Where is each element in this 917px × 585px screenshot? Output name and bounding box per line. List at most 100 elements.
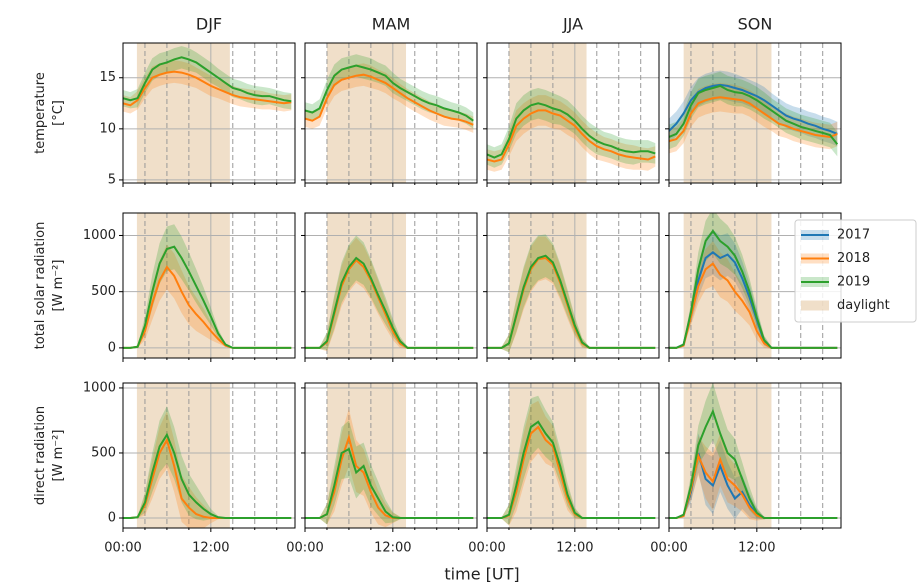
series-line	[669, 229, 838, 349]
daylight-band	[136, 43, 230, 183]
x-tick-label: 12:00	[374, 541, 411, 556]
panel: 0 500 1000	[83, 212, 296, 362]
y-tick-label: 500	[91, 445, 116, 460]
uncertainty-band	[305, 408, 474, 528]
series-line	[123, 245, 292, 349]
y-axis-label: temperature [°C]	[33, 72, 66, 154]
y-axis-label: total solar radiation [W m⁻²]	[33, 222, 66, 350]
panel-frame	[304, 42, 478, 184]
series-line	[123, 56, 292, 103]
panel-frame	[668, 42, 842, 184]
legend-label: 2017	[837, 228, 870, 243]
x-axis-label: time [UT]	[444, 565, 519, 584]
panel-frame	[486, 382, 660, 529]
series-line	[305, 73, 474, 126]
series-line	[305, 447, 474, 519]
uncertainty-band	[305, 420, 474, 525]
panel	[483, 42, 660, 187]
panel: 5 10 15	[99, 42, 296, 187]
legend-label: 2019	[837, 275, 870, 290]
y-axis-label-line: total solar radiation	[33, 222, 48, 350]
panel-frame	[122, 212, 296, 359]
x-tick-label: 12:00	[738, 541, 775, 556]
panel-frame	[668, 382, 842, 529]
uncertainty-band	[669, 71, 838, 157]
panel-frame	[122, 382, 296, 529]
series-line	[487, 420, 656, 519]
uncertainty-band	[669, 433, 838, 520]
panel-frame	[304, 382, 478, 529]
panel-frame	[486, 42, 660, 184]
panel: 00:00 12:00	[468, 382, 660, 556]
uncertainty-band	[305, 63, 474, 133]
panel: 0 500 1000 00:00 12:00	[83, 380, 296, 556]
panel	[665, 212, 842, 362]
daylight-band	[136, 383, 230, 528]
uncertainty-band	[669, 82, 838, 154]
uncertainty-band	[487, 236, 656, 353]
legend-swatch	[801, 300, 829, 311]
legend: 2017 2018 2019 daylight	[794, 219, 917, 323]
x-tick-label: 12:00	[556, 541, 593, 556]
uncertainty-band	[123, 224, 292, 348]
x-tick-label: 00:00	[286, 541, 323, 556]
uncertainty-band	[305, 235, 474, 351]
uncertainty-band	[669, 229, 838, 349]
y-axis-label-line: [W m⁻²]	[51, 430, 66, 482]
legend-label: daylight	[837, 298, 890, 313]
y-tick-label: 0	[108, 510, 116, 525]
series-line	[123, 70, 292, 107]
y-tick-label: 1000	[83, 380, 116, 395]
panel-frame	[122, 42, 296, 184]
legend-box	[794, 219, 917, 323]
panel: 00:00 12:00	[286, 382, 478, 556]
panel	[665, 42, 842, 187]
uncertainty-band	[669, 241, 838, 349]
legend-label: 2018	[837, 251, 870, 266]
uncertainty-band	[487, 234, 656, 353]
x-tick-label: 00:00	[104, 541, 141, 556]
uncertainty-band	[669, 433, 838, 521]
x-tick-label: 00:00	[468, 541, 505, 556]
series-line	[123, 432, 292, 519]
series-line	[669, 84, 839, 145]
uncertainty-band	[305, 237, 474, 352]
panel: 00:00 12:00	[650, 382, 842, 556]
panel	[301, 212, 478, 362]
x-tick-label: 00:00	[650, 541, 687, 556]
y-tick-label: 15	[99, 70, 116, 85]
daylight-band	[508, 213, 587, 358]
y-tick-label: 0	[108, 340, 116, 355]
series-line	[669, 96, 838, 143]
panel-frame	[304, 212, 478, 359]
column-title: JJA	[562, 15, 583, 34]
uncertainty-band	[669, 213, 838, 349]
series-line	[487, 102, 656, 159]
series-line	[305, 64, 474, 122]
series-line	[487, 254, 656, 349]
panel-frame	[486, 212, 660, 359]
x-tick-label: 12:00	[192, 541, 229, 556]
y-tick-label: 500	[91, 284, 116, 299]
daylight-band	[508, 383, 587, 528]
y-axis-label-line: direct radiation	[33, 406, 48, 505]
legend-swatch-band	[801, 230, 829, 240]
legend-swatch-band	[801, 253, 829, 264]
y-tick-label: 1000	[83, 228, 116, 243]
panel	[483, 212, 660, 362]
series-line	[305, 256, 474, 349]
column-title: SON	[738, 15, 773, 34]
column-title: DJF	[196, 15, 222, 34]
y-axis-label: direct radiation [W m⁻²]	[33, 406, 66, 505]
y-axis-label-line: temperature	[33, 72, 48, 154]
legend-swatch-band	[801, 277, 829, 287]
panel	[301, 42, 478, 187]
y-tick-label: 10	[99, 121, 116, 136]
series-line	[487, 109, 656, 163]
y-axis-label-line: [°C]	[51, 100, 66, 126]
uncertainty-band	[123, 411, 292, 528]
column-title: MAM	[372, 15, 411, 34]
uncertainty-band	[123, 406, 292, 521]
y-axis-label-line: [W m⁻²]	[51, 260, 66, 312]
